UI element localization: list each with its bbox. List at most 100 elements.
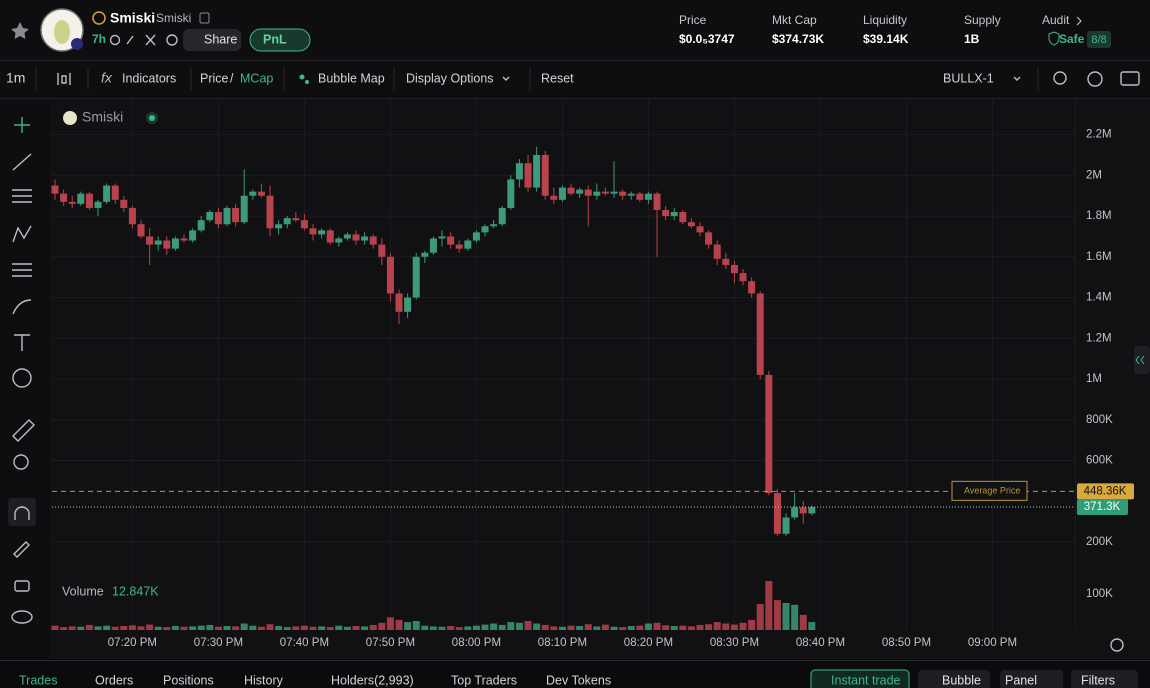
status-dot bbox=[149, 115, 155, 121]
volume-bar bbox=[696, 624, 704, 630]
stat-value: $0.0₅3747 bbox=[679, 32, 735, 46]
visibility-tool[interactable] bbox=[11, 610, 33, 624]
action-button[interactable] bbox=[1071, 670, 1138, 688]
text-tool[interactable] bbox=[14, 334, 30, 351]
candle-body bbox=[404, 297, 412, 312]
camera-icon[interactable] bbox=[1120, 71, 1140, 86]
share-label[interactable]: Share bbox=[204, 32, 237, 46]
settings-icon[interactable] bbox=[1087, 71, 1103, 87]
volume-bar bbox=[799, 614, 807, 630]
display-options-button[interactable]: Display Options bbox=[406, 71, 494, 85]
brush-tool[interactable] bbox=[12, 299, 32, 315]
price-toggle[interactable]: Price bbox=[200, 71, 229, 85]
action-label[interactable]: Instant trade bbox=[831, 673, 901, 687]
link-icon[interactable] bbox=[126, 35, 134, 45]
lock-tool[interactable] bbox=[14, 580, 30, 592]
volume-bar bbox=[730, 624, 738, 630]
tab[interactable]: Orders bbox=[95, 673, 133, 687]
projection-tool[interactable] bbox=[12, 263, 32, 277]
stats: Price $0.0₅3747 Mkt Cap $374.73K Liquidity $3… bbox=[679, 13, 1111, 48]
action-label[interactable]: Panel bbox=[1005, 673, 1037, 687]
tab[interactable]: Holders(2,993) bbox=[331, 673, 414, 687]
candle-body bbox=[429, 238, 437, 253]
trendline-tool[interactable] bbox=[12, 153, 32, 171]
stat-label: Price bbox=[679, 13, 707, 27]
candle-body bbox=[601, 191, 609, 194]
candle-body bbox=[653, 193, 661, 210]
axis-settings[interactable] bbox=[1110, 638, 1124, 652]
volume-bar bbox=[352, 626, 360, 630]
stat-label: Supply bbox=[964, 13, 1001, 27]
pnl-label[interactable]: PnL bbox=[263, 32, 287, 46]
bubble-map-button[interactable]: Bubble Map bbox=[318, 71, 385, 85]
candle-body bbox=[636, 193, 644, 200]
action-button[interactable] bbox=[918, 670, 990, 688]
fib-tool[interactable] bbox=[12, 189, 32, 203]
share-button[interactable] bbox=[183, 29, 241, 51]
tool-sidebar bbox=[0, 99, 48, 659]
bubble-icon bbox=[299, 74, 305, 80]
tab[interactable]: Dev Tokens bbox=[546, 673, 611, 687]
magnet-tool[interactable] bbox=[14, 506, 30, 520]
magnet-tool-bg[interactable] bbox=[8, 498, 36, 526]
reset-button[interactable]: Reset bbox=[541, 71, 574, 85]
search-icon[interactable] bbox=[109, 34, 121, 46]
candle-body bbox=[77, 193, 85, 204]
mcap-toggle[interactable]: MCap bbox=[240, 71, 273, 85]
y-tick-label: 2.2M bbox=[1086, 129, 1112, 141]
pattern-tool[interactable] bbox=[12, 225, 32, 243]
volume-bar bbox=[576, 626, 584, 630]
candle-body bbox=[472, 232, 480, 241]
collapse-handle[interactable] bbox=[1134, 346, 1150, 374]
interval[interactable]: 1m bbox=[6, 70, 25, 86]
lock-draw-tool[interactable] bbox=[13, 541, 30, 558]
collapse-icon[interactable] bbox=[1135, 355, 1145, 365]
volume-bar bbox=[146, 624, 154, 630]
crosshair-tool[interactable] bbox=[14, 117, 30, 133]
copy-icon[interactable] bbox=[199, 12, 210, 24]
volume-bar bbox=[275, 626, 283, 630]
volume-bar bbox=[636, 625, 644, 630]
volume-bar bbox=[128, 625, 136, 630]
x-icon[interactable] bbox=[145, 34, 156, 46]
volume-bar bbox=[266, 624, 274, 630]
chevron bbox=[1013, 76, 1021, 81]
source-select[interactable]: BULLX-1 bbox=[943, 71, 994, 85]
action-button[interactable] bbox=[810, 669, 910, 688]
volume-bar bbox=[791, 604, 799, 630]
tab[interactable]: Trades bbox=[19, 673, 57, 687]
action-button[interactable] bbox=[1000, 670, 1063, 688]
stat-value: 1B bbox=[964, 32, 980, 46]
volume-bar bbox=[361, 626, 369, 630]
average-price-tag bbox=[1077, 483, 1134, 500]
volume-bar bbox=[206, 624, 214, 630]
favorite-star[interactable] bbox=[11, 22, 29, 39]
tab[interactable]: Top Traders bbox=[451, 673, 517, 687]
avatar-figure bbox=[54, 20, 70, 44]
header-bar bbox=[0, 0, 1150, 60]
ruler-tool[interactable] bbox=[12, 419, 35, 442]
indicators-button[interactable]: Indicators bbox=[122, 71, 176, 85]
fx-icon[interactable]: fx bbox=[101, 70, 113, 86]
y-tick-label: 2M bbox=[1086, 169, 1102, 181]
candle-body bbox=[51, 185, 59, 194]
tab[interactable]: History bbox=[244, 673, 284, 687]
volume-bar bbox=[326, 627, 334, 630]
pnl-button[interactable] bbox=[249, 28, 311, 52]
candle-body bbox=[696, 226, 704, 233]
action-label[interactable]: Bubble bbox=[942, 673, 981, 687]
web-icon[interactable] bbox=[166, 34, 178, 46]
zoom-in-tool[interactable] bbox=[13, 454, 29, 470]
action-label[interactable]: Filters bbox=[1081, 673, 1115, 687]
candle-body bbox=[765, 374, 773, 494]
tab[interactable]: Positions bbox=[163, 673, 214, 687]
candle-body bbox=[378, 244, 386, 257]
volume-bar bbox=[154, 626, 162, 630]
shield-icon bbox=[1048, 31, 1060, 46]
zoom-icon[interactable] bbox=[1053, 71, 1067, 85]
volume-bar bbox=[498, 624, 506, 630]
candle-body bbox=[610, 191, 618, 194]
stat-value: $374.73K bbox=[772, 32, 824, 46]
candle-type-icon[interactable] bbox=[57, 73, 71, 85]
emoji-tool[interactable] bbox=[12, 368, 32, 388]
